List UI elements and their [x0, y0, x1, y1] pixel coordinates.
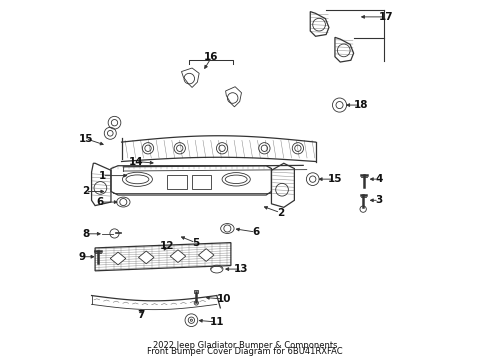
Bar [168, 175, 187, 189]
Polygon shape [198, 249, 214, 261]
Polygon shape [139, 251, 154, 264]
Text: 9: 9 [78, 252, 86, 262]
Text: 17: 17 [379, 12, 393, 22]
Text: Front Bumper Cover Diagram for 6BU41RXFAC: Front Bumper Cover Diagram for 6BU41RXFA… [147, 347, 343, 356]
Text: 6: 6 [97, 197, 104, 207]
Text: 4: 4 [375, 174, 383, 184]
Text: 1: 1 [98, 171, 106, 181]
Text: 2022 Jeep Gladiator Bumper & Components: 2022 Jeep Gladiator Bumper & Components [153, 341, 337, 350]
Text: 18: 18 [354, 100, 368, 110]
Text: 2: 2 [82, 186, 89, 197]
Text: 10: 10 [217, 294, 231, 304]
Text: 12: 12 [159, 241, 174, 251]
Text: 8: 8 [82, 229, 89, 239]
Polygon shape [110, 252, 126, 265]
Text: 14: 14 [128, 157, 143, 167]
Bar [192, 175, 212, 189]
Text: 15: 15 [78, 134, 93, 144]
Text: 6: 6 [252, 227, 259, 237]
Bar [194, 290, 198, 293]
Text: 11: 11 [210, 317, 224, 327]
Text: 15: 15 [328, 174, 342, 184]
Text: 3: 3 [375, 195, 383, 205]
Text: 5: 5 [192, 238, 199, 248]
Text: 16: 16 [204, 53, 219, 62]
Polygon shape [170, 250, 186, 262]
Text: 2: 2 [277, 208, 284, 218]
Text: 13: 13 [234, 264, 249, 274]
Text: 7: 7 [137, 310, 145, 320]
